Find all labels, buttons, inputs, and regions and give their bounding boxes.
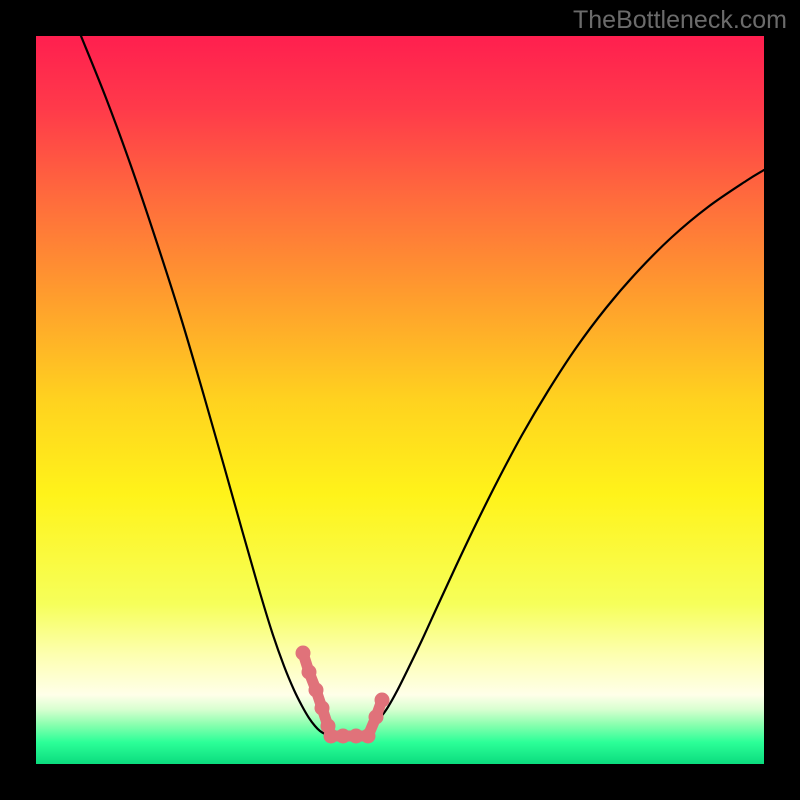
plot-overlay-svg bbox=[36, 36, 764, 764]
marker-point bbox=[336, 729, 351, 744]
watermark-text: TheBottleneck.com bbox=[573, 6, 787, 35]
marker-point bbox=[369, 710, 384, 725]
marker-point bbox=[296, 646, 311, 661]
marker-point bbox=[361, 729, 376, 744]
marker-path-group bbox=[296, 646, 390, 744]
marker-point bbox=[309, 683, 324, 698]
marker-point bbox=[375, 693, 390, 708]
bottleneck-curve bbox=[81, 36, 764, 736]
marker-point bbox=[315, 701, 330, 716]
plot-area bbox=[36, 36, 764, 764]
marker-point bbox=[302, 665, 317, 680]
